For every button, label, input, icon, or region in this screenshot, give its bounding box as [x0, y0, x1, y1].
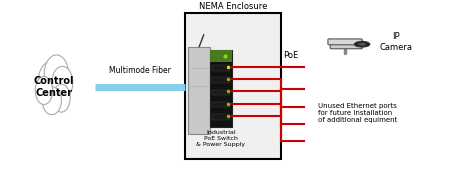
Bar [210, 50, 232, 127]
Text: Multimode Fiber: Multimode Fiber [109, 66, 171, 75]
Bar [212, 114, 230, 120]
Circle shape [355, 41, 370, 47]
Bar [188, 47, 210, 134]
Bar [212, 102, 230, 107]
Circle shape [358, 43, 366, 46]
Text: NEMA Enclosure: NEMA Enclosure [199, 2, 267, 11]
Text: Unused Ethernet ports
for future installation
of additional equiment: Unused Ethernet ports for future install… [318, 103, 397, 123]
Text: IP
Camera: IP Camera [380, 32, 413, 51]
FancyBboxPatch shape [328, 39, 362, 45]
Bar [212, 90, 230, 95]
Text: PoE: PoE [284, 51, 299, 60]
Text: Control
Center: Control Center [33, 76, 74, 97]
Bar [212, 77, 230, 83]
Bar [210, 50, 232, 62]
Text: Industrial
PoE Switch
& Power Supply: Industrial PoE Switch & Power Supply [196, 130, 245, 147]
Bar [184, 13, 281, 159]
Bar [212, 65, 230, 70]
FancyBboxPatch shape [330, 40, 362, 49]
